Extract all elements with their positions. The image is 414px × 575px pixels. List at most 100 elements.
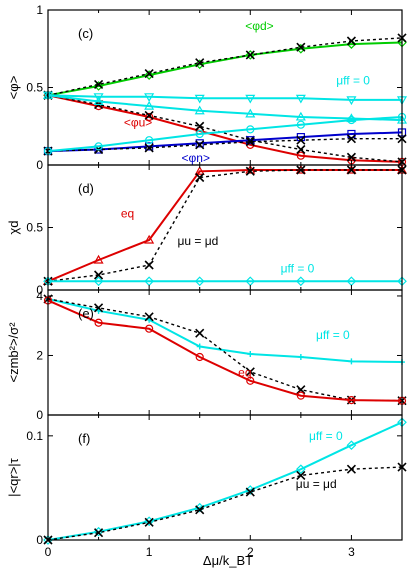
data-point-3-1-3 — [195, 505, 205, 515]
data-point-0-2-5 — [296, 151, 305, 160]
data-point-2-1-5 — [296, 385, 306, 395]
series-line-0-3 — [47, 94, 403, 163]
x-tick-label: 0 — [45, 545, 52, 559]
data-point-0-7-3 — [194, 105, 205, 115]
panel-tag: (c) — [78, 26, 93, 41]
data-point-0-8-3 — [195, 129, 204, 139]
data-point-0-3-2 — [144, 110, 154, 120]
annotation-label: μu = μd — [296, 477, 337, 491]
annotation-label: eq — [121, 207, 134, 221]
series-line-0-2 — [47, 94, 403, 163]
y-tick-label: 0 — [36, 283, 43, 297]
panel-tag: (e) — [78, 306, 94, 321]
data-point-0-1-1 — [94, 79, 104, 89]
series-line-1-1 — [47, 169, 402, 282]
annotation-label: μff = 0 — [316, 328, 350, 342]
data-point-2-2-6 — [347, 396, 356, 405]
annotation-label: <φd> — [245, 19, 273, 33]
data-point-1-1-1 — [94, 270, 104, 280]
data-point-0-4-3 — [195, 139, 204, 148]
panel-e: 0 2 4 <zmb²>/σ² (e) μff = 0 eq — [6, 289, 407, 422]
data-point-1-0-6 — [346, 164, 357, 174]
series-line-3-0 — [47, 421, 403, 541]
annotation-label: μff = 0 — [309, 429, 343, 443]
panel-tag: (d) — [78, 181, 94, 196]
x-axis-label: Δμ/k_BT — [203, 553, 253, 568]
data-point-2-1-2 — [144, 312, 154, 322]
data-point-2-0-6 — [348, 358, 355, 365]
data-point-1-1-4 — [245, 166, 255, 176]
data-point-1-1-5 — [296, 165, 306, 175]
data-point-0-8-6 — [347, 115, 356, 125]
data-point-0-3-3 — [195, 121, 205, 131]
annotation-label: <φu> — [124, 115, 152, 129]
data-point-1-0-3 — [194, 166, 205, 175]
data-point-2-1-1 — [94, 303, 104, 313]
series-line-2-1 — [47, 298, 403, 402]
data-point-0-1-6 — [346, 36, 356, 46]
data-point-0-7-4 — [245, 108, 256, 118]
data-point-3-1-6 — [346, 464, 356, 474]
y-axis-label: |<qr>|τ — [6, 457, 21, 496]
annotation-label: <φn> — [182, 151, 210, 165]
panel-c: 0 0.5 1 <φ> (c) <φd> μff = 0 <φu> <φn> — [6, 3, 408, 172]
data-point-0-1-4 — [245, 50, 255, 60]
data-point-2-2-3 — [195, 352, 204, 362]
data-point-3-0-6 — [346, 440, 357, 451]
data-point-0-7-1 — [93, 96, 104, 106]
data-point-0-2-1 — [94, 101, 103, 111]
data-point-2-2-4 — [246, 376, 255, 385]
data-point-2-0-5 — [297, 353, 304, 360]
series-line-0-6 — [47, 94, 402, 101]
data-point-2-0-4 — [247, 350, 254, 357]
series-line-0-1 — [47, 37, 403, 96]
x-tick-label: 2 — [247, 545, 254, 559]
data-point-0-0-4 — [245, 50, 256, 60]
axes-frame — [47, 414, 403, 541]
data-point-0-8-1 — [94, 142, 103, 151]
data-point-1-2-5 — [296, 276, 306, 287]
y-tick-label: 0 — [36, 408, 43, 422]
series-line-2-2 — [47, 299, 403, 402]
data-point-0-5-2 — [144, 143, 154, 153]
data-point-0-7-6 — [346, 113, 357, 123]
x-tick-label: 1 — [146, 545, 153, 559]
data-point-0-7-2 — [144, 100, 155, 110]
y-tick-label: 1 — [36, 3, 43, 17]
data-point-0-1-5 — [296, 42, 306, 52]
data-point-2-0-3 — [196, 343, 203, 350]
data-point-2-1-3 — [195, 328, 205, 338]
series-line-2-0 — [47, 297, 403, 363]
data-point-1-0-2 — [144, 234, 155, 244]
data-point-0-6-3 — [194, 94, 205, 104]
y-axis-label: <zmb²>/σ² — [6, 322, 21, 383]
data-point-0-5-3 — [195, 140, 205, 150]
data-point-0-4-4 — [246, 136, 255, 145]
data-point-0-5-4 — [245, 137, 255, 147]
y-tick-label: 0 — [36, 533, 43, 547]
data-point-1-1-3 — [195, 172, 205, 183]
y-axis-label: χd — [6, 220, 21, 234]
series-line-0-8 — [47, 116, 403, 153]
data-point-1-0-1 — [93, 254, 104, 264]
data-point-3-1-1 — [94, 528, 104, 538]
y-tick-label: 2 — [36, 348, 43, 362]
data-point-2-2-2 — [145, 324, 154, 333]
data-point-2-2-1 — [94, 318, 103, 327]
data-point-3-1-5 — [296, 470, 306, 480]
data-point-0-4-6 — [347, 129, 356, 139]
y-tick-label: 4 — [36, 289, 43, 303]
data-point-0-6-2 — [144, 93, 155, 103]
y-tick-label: 0.5 — [26, 221, 43, 235]
data-point-0-2-2 — [145, 112, 154, 122]
data-point-3-1-4 — [245, 487, 255, 497]
data-point-0-8-2 — [145, 136, 154, 145]
x-tick-label: 3 — [348, 545, 355, 559]
data-point-0-6-4 — [245, 94, 256, 104]
data-point-0-8-5 — [296, 120, 305, 129]
annotation-label: μff = 0 — [336, 73, 370, 87]
series-line-0-5 — [47, 138, 402, 152]
panel-f: 0 1 2 3 0 0.1 |<qr>|τ (f) μff = 0 μu = μd — [6, 414, 407, 559]
series-line-1-0 — [47, 169, 402, 283]
